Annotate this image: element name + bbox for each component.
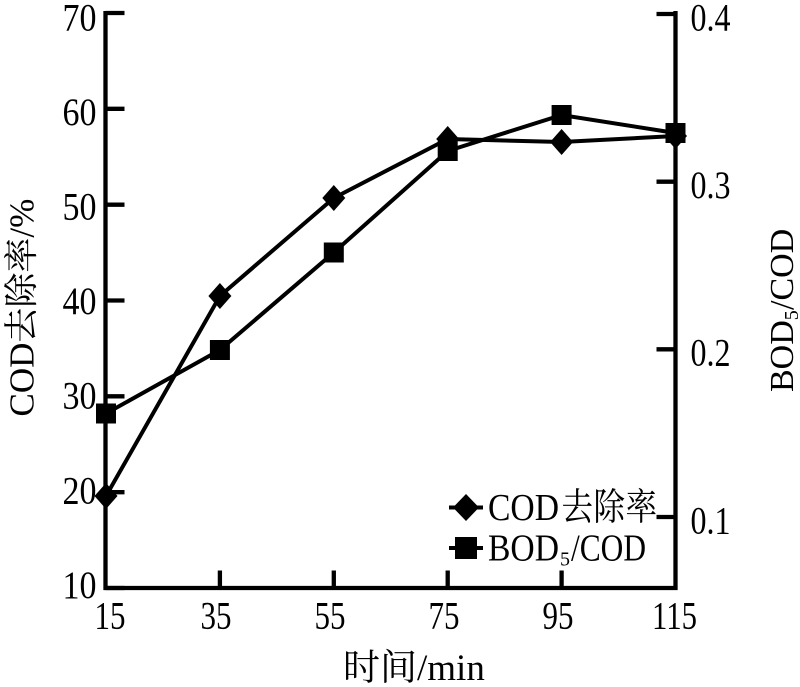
svg-text:BOD: BOD [764, 320, 800, 392]
svg-text:50: 50 [63, 186, 97, 229]
svg-text:70: 70 [63, 0, 97, 40]
svg-text:0.1: 0.1 [691, 499, 731, 542]
svg-text:0.2: 0.2 [691, 332, 731, 375]
svg-text:40: 40 [63, 280, 97, 323]
svg-text:/min: /min [417, 648, 485, 687]
svg-text:COD: COD [3, 343, 42, 417]
svg-text:95: 95 [543, 594, 574, 637]
svg-text:35: 35 [201, 594, 232, 637]
svg-text:5: 5 [781, 310, 800, 320]
svg-text:115: 115 [652, 594, 697, 637]
svg-text:60: 60 [63, 91, 97, 134]
svg-text:/COD: /COD [571, 527, 646, 569]
svg-text:/%: /% [3, 199, 42, 238]
svg-text:0.3: 0.3 [691, 164, 731, 207]
svg-text:BOD: BOD [488, 527, 559, 569]
svg-text:30: 30 [63, 375, 97, 418]
svg-text:20: 20 [63, 469, 97, 512]
svg-text:5: 5 [560, 549, 570, 571]
svg-text:75: 75 [429, 594, 460, 637]
svg-text:55: 55 [315, 594, 346, 637]
svg-text:0.4: 0.4 [691, 0, 731, 39]
svg-text:COD: COD [488, 487, 559, 529]
svg-text:10: 10 [63, 564, 97, 607]
svg-text:/COD: /COD [764, 229, 800, 310]
svg-text:15: 15 [95, 594, 126, 637]
